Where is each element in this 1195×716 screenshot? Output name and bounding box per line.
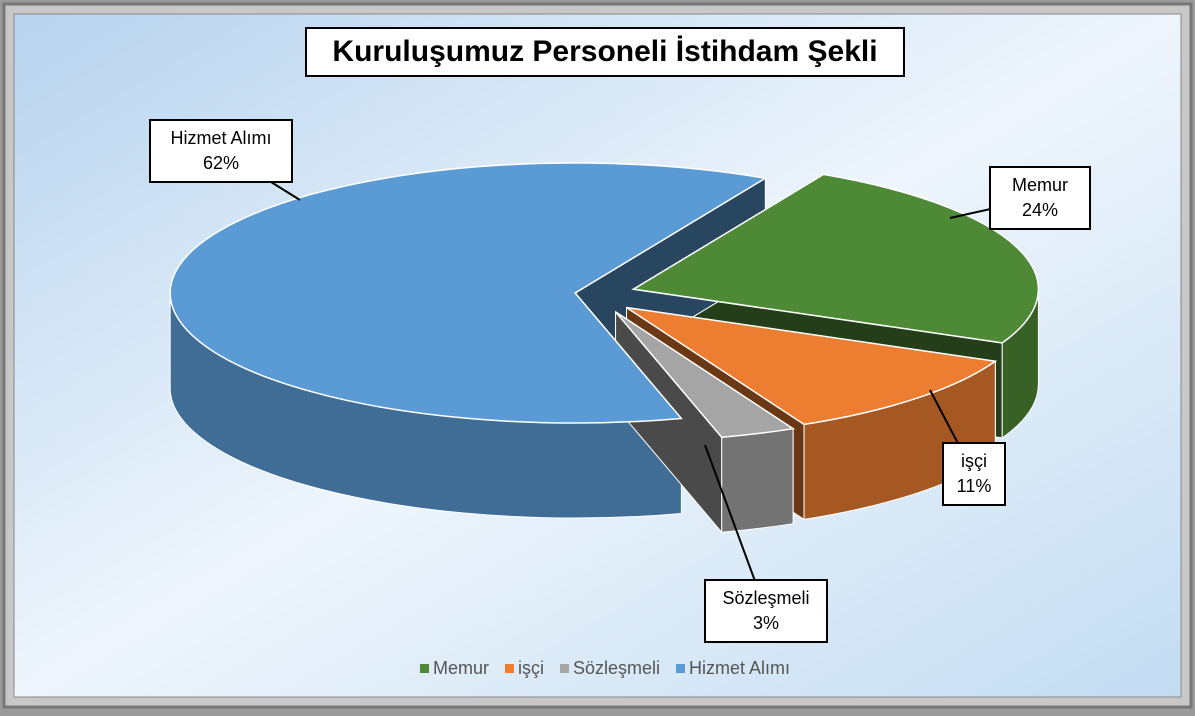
callout-category: işçi [961,451,987,471]
legend-swatch [559,664,569,673]
chart-title: Kuruluşumuz Personeli İstihdam Şekli [332,35,877,68]
callout-category: Hizmet Alımı [170,128,271,148]
slice [626,306,998,426]
legend-label: Memur [433,658,489,678]
legend-swatch [676,664,686,673]
slice [631,173,1040,344]
slice [614,311,796,439]
data-label: 24% [1022,200,1058,220]
callout-category: Sözleşmeli [722,588,809,608]
callout-box [704,579,828,643]
callout-category: Memur [1012,175,1068,195]
callout-box [942,442,1006,506]
legend: Memur işçi Sözleşmeli Hizmet Alımı [419,658,790,678]
legend-label: işçi [518,658,544,678]
title-box [305,27,905,77]
callout-box [989,166,1091,230]
legend-swatch [419,664,429,673]
data-label: 3% [753,613,779,633]
callout-box [149,119,293,183]
legend-swatch [504,664,514,673]
slice-side [721,428,794,533]
data-label: 62% [203,153,239,173]
slice [169,162,768,424]
legend-label: Sözleşmeli [573,658,660,678]
legend-label: Hizmet Alımı [689,658,790,678]
data-label: 11% [957,476,992,496]
